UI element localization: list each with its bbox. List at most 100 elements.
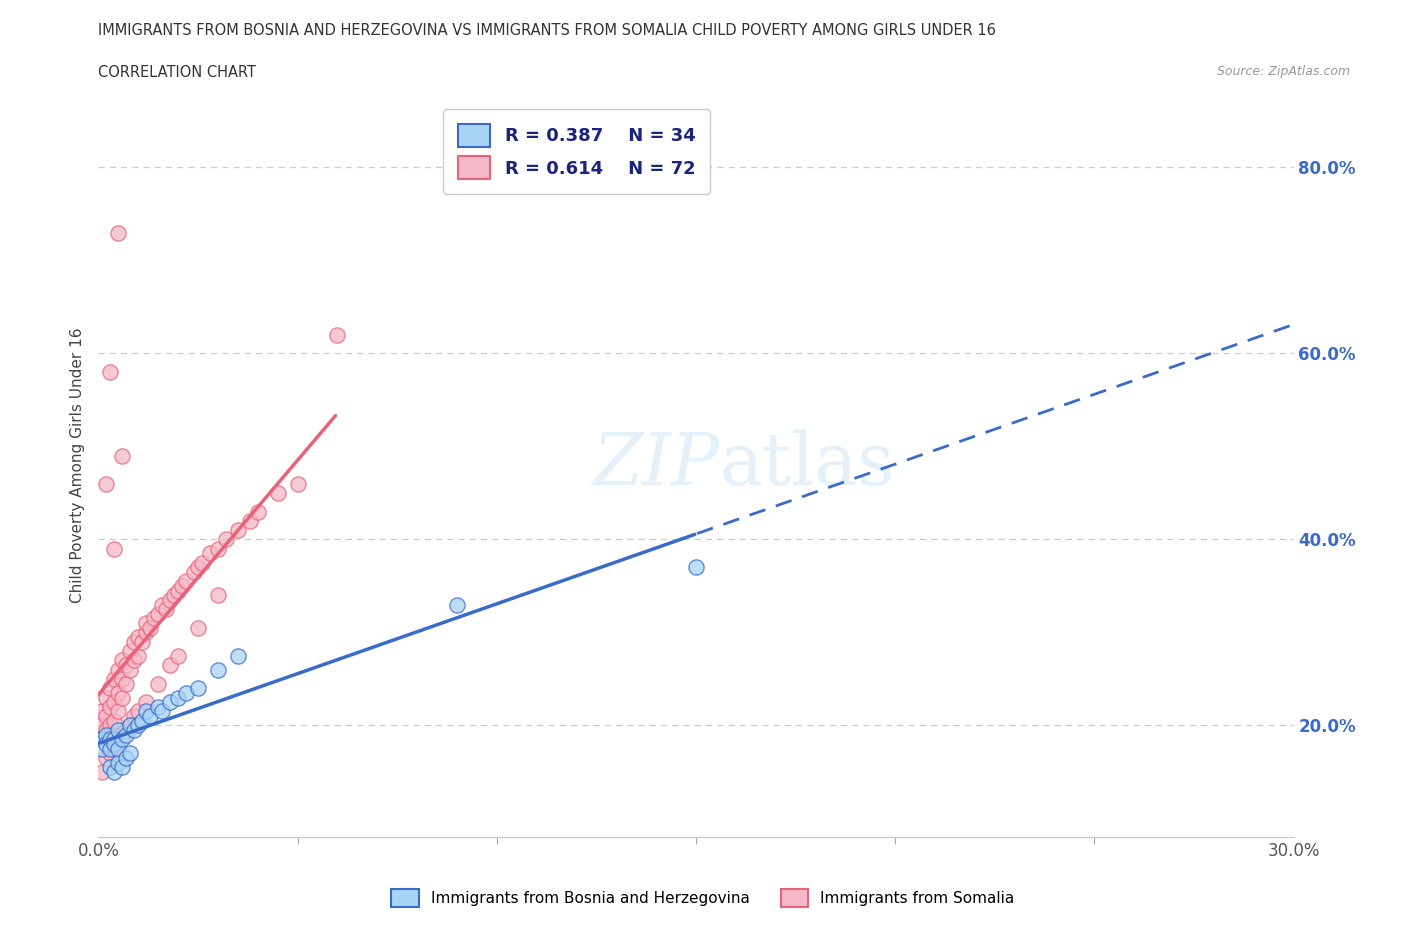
- Point: [91, 764, 114, 779]
- Point: [124, 723, 146, 737]
- Point: [91, 718, 114, 733]
- Point: [267, 485, 290, 500]
- Point: [107, 225, 129, 240]
- Point: [91, 741, 114, 756]
- Point: [91, 704, 114, 719]
- Point: [98, 760, 122, 775]
- Point: [98, 718, 122, 733]
- Point: [111, 653, 134, 668]
- Point: [107, 662, 129, 677]
- Point: [107, 723, 129, 737]
- Point: [115, 676, 138, 691]
- Point: [135, 695, 157, 710]
- Point: [135, 625, 157, 640]
- Point: [120, 718, 142, 733]
- Point: [183, 565, 205, 579]
- Point: [159, 658, 181, 672]
- Point: [287, 476, 309, 491]
- Point: [135, 704, 157, 719]
- Point: [150, 597, 173, 612]
- Point: [159, 592, 181, 607]
- Text: IMMIGRANTS FROM BOSNIA AND HERZEGOVINA VS IMMIGRANTS FROM SOMALIA CHILD POVERTY : IMMIGRANTS FROM BOSNIA AND HERZEGOVINA V…: [98, 23, 997, 38]
- Text: Source: ZipAtlas.com: Source: ZipAtlas.com: [1216, 65, 1350, 78]
- Point: [120, 746, 142, 761]
- Point: [107, 741, 129, 756]
- Point: [148, 676, 170, 691]
- Point: [96, 690, 118, 705]
- Point: [172, 578, 194, 593]
- Point: [207, 662, 229, 677]
- Point: [127, 718, 149, 733]
- Point: [148, 699, 170, 714]
- Point: [111, 448, 134, 463]
- Point: [127, 704, 149, 719]
- Point: [96, 709, 118, 724]
- Point: [107, 755, 129, 770]
- Point: [226, 648, 249, 663]
- Point: [163, 588, 186, 603]
- Point: [167, 690, 190, 705]
- Point: [120, 718, 142, 733]
- Point: [187, 681, 209, 696]
- Point: [174, 574, 197, 589]
- Point: [127, 648, 149, 663]
- Point: [98, 365, 122, 379]
- Point: [187, 560, 209, 575]
- Point: [120, 662, 142, 677]
- Point: [91, 732, 114, 747]
- Point: [98, 741, 122, 756]
- Point: [124, 709, 146, 724]
- Point: [115, 723, 138, 737]
- Legend: R = 0.387    N = 34, R = 0.614    N = 72: R = 0.387 N = 34, R = 0.614 N = 72: [443, 110, 710, 193]
- Point: [246, 504, 269, 519]
- Point: [103, 741, 125, 756]
- Point: [96, 727, 118, 742]
- Point: [103, 695, 125, 710]
- Point: [226, 523, 249, 538]
- Point: [131, 634, 153, 649]
- Point: [143, 611, 166, 626]
- Point: [103, 737, 125, 751]
- Point: [135, 616, 157, 631]
- Point: [120, 644, 142, 658]
- Point: [446, 597, 468, 612]
- Point: [124, 634, 146, 649]
- Y-axis label: Child Poverty Among Girls Under 16: Child Poverty Among Girls Under 16: [69, 327, 84, 603]
- Point: [111, 760, 134, 775]
- Point: [111, 690, 134, 705]
- Point: [115, 658, 138, 672]
- Point: [98, 746, 122, 761]
- Point: [148, 606, 170, 621]
- Point: [103, 713, 125, 728]
- Point: [107, 732, 129, 747]
- Point: [139, 620, 162, 635]
- Point: [159, 695, 181, 710]
- Point: [103, 541, 125, 556]
- Point: [98, 681, 122, 696]
- Point: [96, 751, 118, 765]
- Point: [96, 737, 118, 751]
- Point: [107, 685, 129, 700]
- Point: [96, 476, 118, 491]
- Point: [103, 732, 125, 747]
- Point: [139, 709, 162, 724]
- Point: [155, 602, 177, 617]
- Point: [91, 732, 114, 747]
- Point: [96, 723, 118, 737]
- Point: [685, 560, 707, 575]
- Text: CORRELATION CHART: CORRELATION CHART: [98, 65, 256, 80]
- Point: [174, 685, 197, 700]
- Point: [98, 699, 122, 714]
- Point: [111, 732, 134, 747]
- Point: [98, 732, 122, 747]
- Point: [326, 327, 349, 342]
- Point: [239, 513, 262, 528]
- Point: [187, 620, 209, 635]
- Point: [103, 671, 125, 686]
- Point: [191, 555, 214, 570]
- Point: [127, 630, 149, 644]
- Point: [215, 532, 238, 547]
- Point: [103, 764, 125, 779]
- Point: [115, 751, 138, 765]
- Point: [207, 541, 229, 556]
